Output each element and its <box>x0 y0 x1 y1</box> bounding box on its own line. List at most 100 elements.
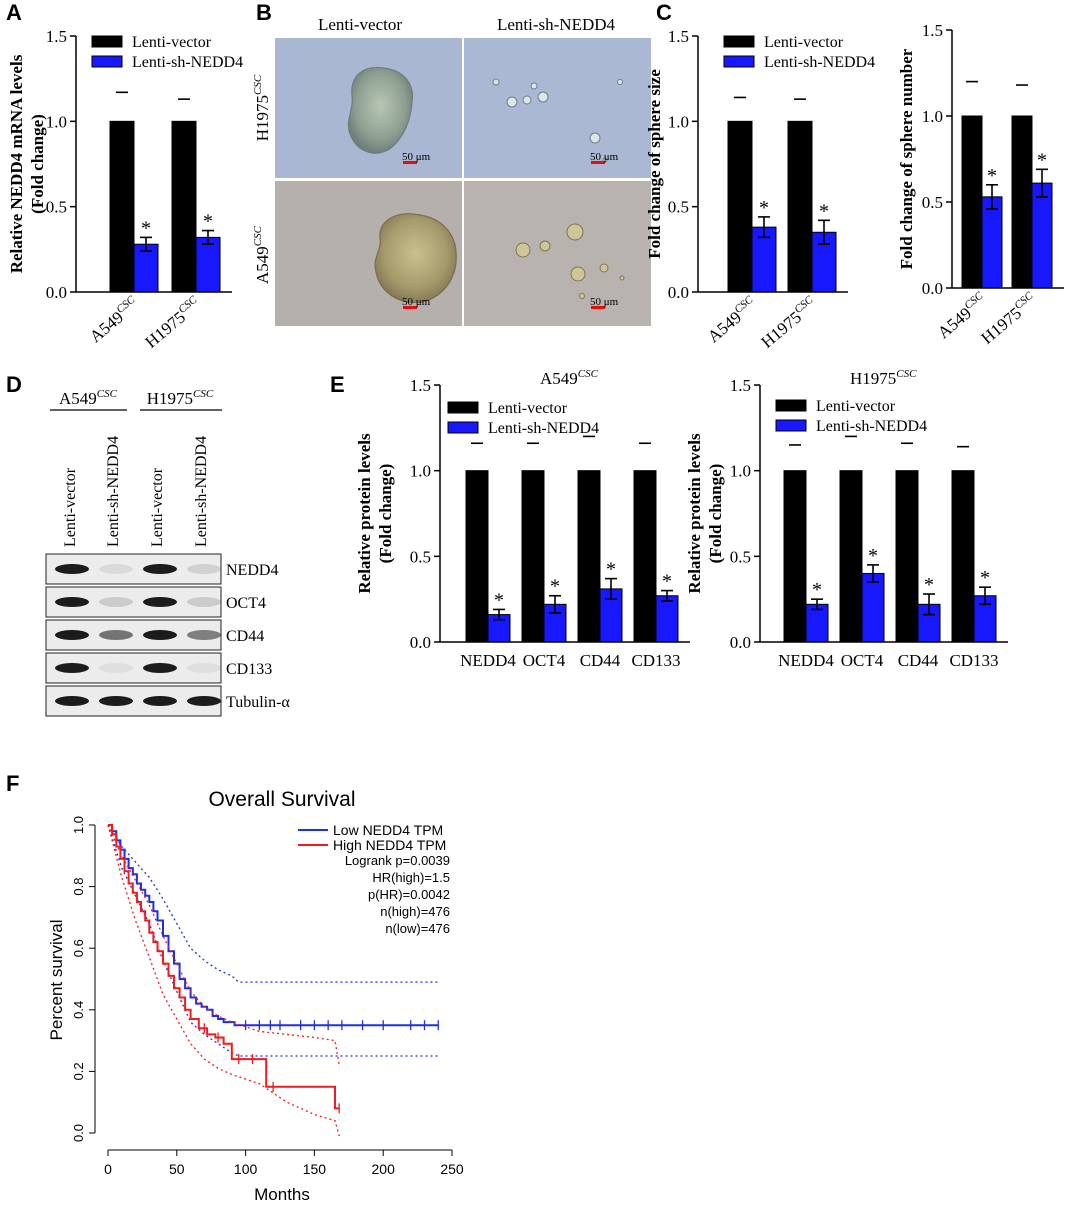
label-main: H1975 <box>850 369 896 388</box>
y-axis-label: (Fold change) <box>706 464 725 564</box>
blot-band <box>55 663 89 673</box>
category-label: CD44 <box>898 651 939 670</box>
x-tick-label: 0 <box>104 1161 112 1177</box>
significance-marker: * <box>1037 149 1047 171</box>
significance-marker: * <box>819 200 829 222</box>
category-label: CD133 <box>631 651 680 670</box>
y-tick-label: 1.5 <box>410 376 431 395</box>
significance-marker: * <box>987 165 997 187</box>
confidence-band-upper <box>107 824 439 983</box>
row-label-a549: A549CSC <box>252 225 272 284</box>
survival-curve <box>108 824 340 1110</box>
scale-bar-label: 50 μm <box>402 296 431 308</box>
legend-swatch <box>775 419 807 432</box>
bar-chart-c2: 0.0 0.5 1.0 1.5 Fold change of sphere number… <box>897 21 1064 348</box>
category-label: H1975CSC <box>757 293 821 351</box>
bar-chart-a: 0.0 0.5 1.0 1.5 Relative NEDD4 mRNA levels (F… <box>7 27 243 352</box>
blot-band <box>143 564 177 574</box>
sphere-h1975-vector <box>347 66 413 154</box>
panel-d-western-blot: A549CSC H1975CSC Lenti-vector Lenti-sh-N… <box>50 388 222 547</box>
scale-bar-red <box>403 306 417 309</box>
blot-row: OCT4 <box>45 586 266 618</box>
panel-letter-a: A <box>6 0 22 25</box>
confidence-band-lower <box>107 824 340 1137</box>
micrograph-h1975-shnedd4 <box>464 38 651 178</box>
stat-annotation: Logrank p=0.0039 <box>345 853 450 868</box>
y-tick-label: 0.0 <box>668 283 689 302</box>
panel-letter-d: D <box>6 372 22 397</box>
significance-marker: * <box>141 217 151 239</box>
legend-swatch <box>447 421 479 434</box>
y-tick-label: 0.5 <box>730 547 751 566</box>
bar-lenti-vector <box>465 470 489 643</box>
legend-label: Lenti-vector <box>816 398 896 415</box>
significance-marker: * <box>550 576 560 598</box>
blot-band <box>99 663 133 673</box>
blot-band-label: CD133 <box>226 661 272 678</box>
y-tick-label: 0.2 <box>71 1062 86 1080</box>
significance-marker: * <box>924 574 934 596</box>
legend-swatch <box>723 35 755 48</box>
blot-strips: NEDD4 OCT4 CD44 CD133 Tubulin-α <box>45 553 290 717</box>
x-tick-label: 200 <box>372 1161 396 1177</box>
y-tick-label: 1.0 <box>410 462 431 481</box>
bar-lenti-vector <box>783 470 807 643</box>
y-tick-label: 0.6 <box>71 939 86 957</box>
blot-band-label: NEDD4 <box>226 562 278 579</box>
significance-marker: * <box>759 197 769 219</box>
confidence-band-upper <box>107 824 340 1066</box>
legend-label: Lenti-vector <box>764 34 844 51</box>
y-tick-label: 0.5 <box>46 198 67 217</box>
bar-lenti-vector <box>109 120 135 293</box>
scale-bars: 50 μm 50 μm 50 μm 50 μm <box>402 151 619 309</box>
bar-lenti-vector <box>727 120 753 293</box>
bar-lenti-sh-nedd4 <box>981 196 1003 289</box>
lane-label: Lenti-vector <box>62 467 79 547</box>
significance-marker: * <box>868 545 878 567</box>
blot-band <box>187 663 221 673</box>
x-axis-label: Months <box>254 1185 310 1204</box>
legend-swatch <box>775 399 807 412</box>
bar-lenti-sh-nedd4 <box>195 236 221 293</box>
legend-label: Lenti-vector <box>132 34 212 51</box>
y-tick-label: 1.0 <box>668 112 689 131</box>
significance-marker: * <box>606 559 616 581</box>
bar-chart-e1: 0.0 0.5 1.0 1.5 Relative protein levels (Fold… <box>355 368 690 670</box>
y-axis-label: Fold change of sphere size <box>645 69 664 259</box>
lane-label: Lenti-vector <box>149 467 166 547</box>
lane-label: Lenti-sh-NEDD4 <box>105 436 122 547</box>
category-label: NEDD4 <box>460 651 516 670</box>
panel-letter-c: C <box>656 0 672 25</box>
y-tick-label: 1.5 <box>922 21 943 40</box>
blot-band <box>99 696 133 706</box>
category-label: NEDD4 <box>778 651 834 670</box>
col-header-lenti-sh-nedd4: Lenti-sh-NEDD4 <box>497 15 616 34</box>
scale-bar-red <box>591 306 605 309</box>
significance-marker: * <box>203 211 213 233</box>
bar-lenti-vector <box>895 470 919 643</box>
y-tick-label: 1.0 <box>71 816 86 834</box>
stat-annotation: n(high)=476 <box>380 904 450 919</box>
y-axis-label: Relative protein levels <box>355 433 374 594</box>
label-main: A549 <box>540 369 578 388</box>
col-header-lenti-vector: Lenti-vector <box>318 15 402 34</box>
y-tick-label: 0.0 <box>46 283 67 302</box>
legend-swatch <box>447 401 479 414</box>
legend-swatch <box>723 55 755 68</box>
chart-title: Overall Survival <box>208 788 355 811</box>
panel-letter-f: F <box>6 771 19 796</box>
blot-band <box>143 597 177 607</box>
legend-label: Low NEDD4 TPM <box>333 822 443 838</box>
scale-bar-label: 50 μm <box>402 151 431 163</box>
bar-lenti-sh-nedd4 <box>861 572 885 643</box>
scale-bar-label: 50 μm <box>590 151 619 163</box>
legend-label: Lenti-sh-NEDD4 <box>764 54 875 71</box>
legend-swatch <box>91 55 123 68</box>
significance-marker: * <box>980 567 990 589</box>
micrograph-a549-shnedd4 <box>464 181 651 326</box>
legend-label: Lenti-vector <box>488 400 568 417</box>
x-tick-label: 100 <box>234 1161 258 1177</box>
y-axis-label: (Fold change) <box>376 464 395 564</box>
bar-lenti-sh-nedd4 <box>655 595 679 643</box>
